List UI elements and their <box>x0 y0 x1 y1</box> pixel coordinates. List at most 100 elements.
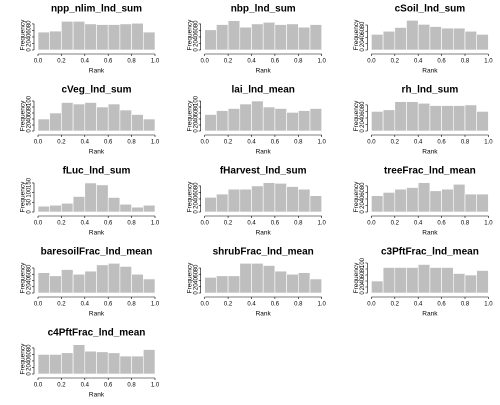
bar <box>37 354 50 375</box>
x-tick-label: 1.0 <box>484 221 493 227</box>
bar <box>406 267 419 294</box>
x-tick-label: 0.8 <box>127 302 136 308</box>
bar <box>441 105 454 132</box>
x-tick-label: 0.6 <box>104 383 113 389</box>
bar <box>274 270 287 294</box>
bar <box>119 109 132 132</box>
y-tick-label: 20 <box>360 120 366 127</box>
bar <box>262 21 276 51</box>
bar <box>72 21 86 51</box>
y-tick-label: 0 <box>27 291 33 295</box>
bar <box>72 344 86 375</box>
x-tick-label: 1.0 <box>151 221 160 227</box>
bar <box>84 182 97 213</box>
y-tick-label: 40 <box>360 114 366 121</box>
x-tick-label: 1.0 <box>151 59 160 65</box>
x-axis-label: Rank <box>422 149 438 156</box>
bar <box>96 264 109 294</box>
bar <box>429 190 442 213</box>
bar <box>452 105 466 132</box>
panel-title: cVeg_lnd_sum <box>61 85 131 96</box>
panel-title: c4PftFrac_lnd_mean <box>48 328 146 339</box>
bar <box>417 24 431 51</box>
bar <box>262 182 276 213</box>
bar <box>107 103 121 132</box>
bar <box>61 269 74 294</box>
x-tick-label: 0.2 <box>57 383 66 389</box>
bar <box>61 202 74 213</box>
y-axis-label: Frequency <box>353 262 360 293</box>
bar <box>476 193 489 213</box>
panel-title: baresoilFrac_lnd_mean <box>41 247 153 258</box>
bar <box>297 26 311 51</box>
x-tick-label: 0.2 <box>391 59 400 65</box>
y-tick-label: 20 <box>360 40 366 47</box>
y-tick-label: 0 <box>193 210 199 214</box>
y-tick-label: 60 <box>193 188 199 195</box>
bar <box>239 263 252 294</box>
y-tick-label: 100 <box>360 257 366 268</box>
x-tick-label: 0.6 <box>104 302 113 308</box>
bar <box>417 264 431 294</box>
x-tick-label: 0.2 <box>57 59 66 65</box>
x-tick-label: 1.0 <box>318 302 327 308</box>
bar <box>309 195 322 213</box>
bar <box>239 26 252 51</box>
bar <box>72 196 86 213</box>
y-axis-label: Frequency <box>353 181 360 212</box>
panel: c3PftFrac_lnd_mean 0.0 0.2 0.4 0.6 0.8 1.0 Rank… <box>353 247 493 318</box>
x-axis-label: Rank <box>256 149 272 156</box>
y-tick-label: 20 <box>193 39 199 46</box>
x-tick-label: 0.8 <box>127 59 136 65</box>
bar <box>216 110 229 132</box>
panel: fLuc_lnd_sum 0.0 0.2 0.4 0.6 0.8 1.0 Rank 0 50100… <box>20 166 160 237</box>
bar <box>119 355 132 375</box>
x-tick-label: 0.6 <box>437 59 446 65</box>
x-tick-label: 0.4 <box>81 59 90 65</box>
x-tick-label: 0.8 <box>127 383 136 389</box>
bar <box>96 351 109 375</box>
x-tick-label: 0.4 <box>414 221 423 227</box>
bar <box>96 24 109 51</box>
y-tick-label: 20 <box>193 283 199 290</box>
y-tick-label: 60 <box>360 271 366 278</box>
x-tick-label: 0.2 <box>224 302 233 308</box>
bar <box>239 103 252 132</box>
bar <box>394 101 407 132</box>
y-tick-label: 80 <box>27 344 33 351</box>
x-tick-label: 0.4 <box>414 302 423 308</box>
bar <box>49 204 62 213</box>
x-tick-label: 0.4 <box>81 302 90 308</box>
x-axis-label: Rank <box>89 149 105 156</box>
panel: rh_lnd_sum 0.0 0.2 0.4 0.6 0.8 1.0 Rank 0 2040608… <box>353 85 493 156</box>
x-tick-label: 0.2 <box>57 140 66 146</box>
y-tick-label: 40 <box>27 33 33 40</box>
y-tick-label: 40 <box>193 195 199 202</box>
bar <box>394 27 407 51</box>
bar <box>286 112 299 132</box>
x-axis-label: Rank <box>256 230 272 237</box>
panel-title: treeFrac_lnd_mean <box>384 166 476 177</box>
panel: baresoilFrac_lnd_mean 0.0 0.2 0.4 0.6 0.8 1.0 R… <box>20 247 160 318</box>
x-tick-label: 0.0 <box>34 59 43 65</box>
x-tick-label: 0.8 <box>294 302 303 308</box>
x-tick-label: 0.4 <box>247 221 256 227</box>
bar <box>286 273 299 294</box>
x-tick-label: 0.0 <box>201 140 210 146</box>
panel-title: nbp_lnd_sum <box>231 4 296 15</box>
panel: cVeg_lnd_sum 0.0 0.2 0.4 0.6 0.8 1.0 Rank 020406… <box>20 85 160 156</box>
bar <box>61 102 74 132</box>
x-tick-label: 0.6 <box>104 140 113 146</box>
y-tick-label: 0 <box>360 291 366 295</box>
x-tick-label: 0.2 <box>57 302 66 308</box>
bar <box>429 26 442 51</box>
y-tick-label: 60 <box>360 27 366 34</box>
x-tick-label: 0.8 <box>127 140 136 146</box>
bar <box>417 182 431 213</box>
y-tick-label: 20 <box>27 363 33 370</box>
y-tick-label: 20 <box>193 121 199 128</box>
x-tick-label: 1.0 <box>318 221 327 227</box>
y-tick-label: 80 <box>193 182 199 189</box>
y-tick-label: 20 <box>360 283 366 290</box>
